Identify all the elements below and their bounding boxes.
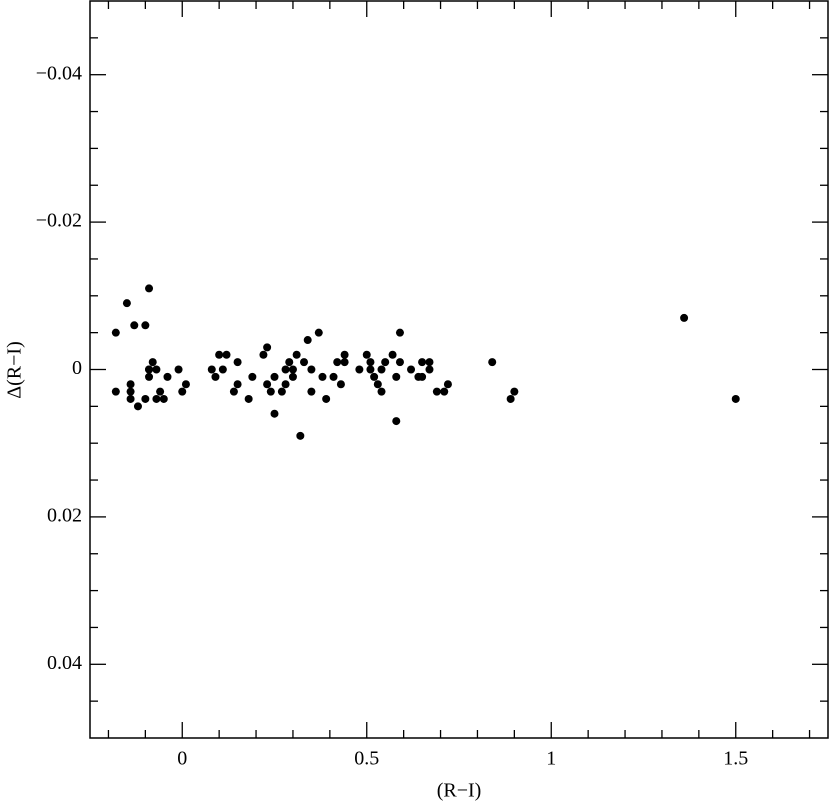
point xyxy=(285,358,294,367)
point xyxy=(152,394,161,403)
point xyxy=(178,387,187,396)
point xyxy=(329,372,338,381)
point xyxy=(314,328,323,337)
point xyxy=(362,350,371,359)
point xyxy=(277,387,286,396)
point xyxy=(418,358,427,367)
point xyxy=(111,387,120,396)
point xyxy=(322,394,331,403)
point xyxy=(392,372,401,381)
point xyxy=(731,394,740,403)
point xyxy=(156,387,165,396)
point xyxy=(141,394,150,403)
point xyxy=(233,358,242,367)
point xyxy=(145,284,154,293)
point xyxy=(510,387,519,396)
point xyxy=(366,358,375,367)
point xyxy=(506,394,515,403)
point xyxy=(377,365,386,374)
x-tick-label: 0.5 xyxy=(354,748,379,770)
point xyxy=(270,372,279,381)
point xyxy=(152,365,161,374)
x-tick-label: 0 xyxy=(177,748,187,770)
y-tick-label: 0 xyxy=(72,357,82,379)
point xyxy=(355,365,364,374)
point xyxy=(133,402,142,411)
point xyxy=(443,380,452,389)
point xyxy=(303,336,312,345)
point xyxy=(418,372,427,381)
point xyxy=(263,380,272,389)
point xyxy=(425,365,434,374)
point xyxy=(244,394,253,403)
point xyxy=(259,350,268,359)
point xyxy=(336,380,345,389)
y-tick-label: 0.02 xyxy=(47,504,82,526)
point xyxy=(148,358,157,367)
point xyxy=(370,372,379,381)
point xyxy=(333,358,342,367)
point xyxy=(263,343,272,352)
point xyxy=(300,358,309,367)
point xyxy=(222,350,231,359)
y-tick-label: −0.04 xyxy=(36,62,82,84)
point xyxy=(318,372,327,381)
point xyxy=(126,394,135,403)
point xyxy=(281,380,290,389)
point xyxy=(288,372,297,381)
point xyxy=(141,321,150,330)
point xyxy=(270,409,279,418)
plot-frame xyxy=(89,0,829,739)
point xyxy=(229,387,238,396)
point xyxy=(392,417,401,426)
point xyxy=(181,380,190,389)
point xyxy=(130,321,139,330)
point xyxy=(407,365,416,374)
point xyxy=(126,380,135,389)
x-axis-label: (R−I) xyxy=(437,780,482,802)
point xyxy=(307,387,316,396)
point xyxy=(248,372,257,381)
point xyxy=(122,299,131,308)
point xyxy=(388,350,397,359)
point xyxy=(174,365,183,374)
point xyxy=(288,365,297,374)
point xyxy=(281,365,290,374)
point xyxy=(159,394,168,403)
point xyxy=(266,387,275,396)
point xyxy=(215,350,224,359)
point xyxy=(145,365,154,374)
point xyxy=(126,387,135,396)
point xyxy=(395,328,404,337)
point xyxy=(440,387,449,396)
point xyxy=(377,387,386,396)
point xyxy=(218,365,227,374)
point xyxy=(207,365,216,374)
point xyxy=(373,380,382,389)
point xyxy=(488,358,497,367)
point xyxy=(432,387,441,396)
point xyxy=(680,313,689,322)
point xyxy=(211,372,220,381)
point xyxy=(296,431,305,440)
point xyxy=(111,328,120,337)
y-tick-label: 0.04 xyxy=(47,652,82,674)
point xyxy=(145,372,154,381)
point xyxy=(233,380,242,389)
point xyxy=(381,358,390,367)
point xyxy=(340,350,349,359)
y-axis-label: Δ(R−I) xyxy=(4,341,26,398)
point xyxy=(292,350,301,359)
x-tick-label: 1.5 xyxy=(723,748,748,770)
y-tick-label: −0.02 xyxy=(36,210,82,232)
point xyxy=(163,372,172,381)
point xyxy=(307,365,316,374)
point xyxy=(425,358,434,367)
x-tick-label: 1 xyxy=(546,748,556,770)
point xyxy=(340,358,349,367)
point xyxy=(395,358,404,367)
point xyxy=(366,365,375,374)
